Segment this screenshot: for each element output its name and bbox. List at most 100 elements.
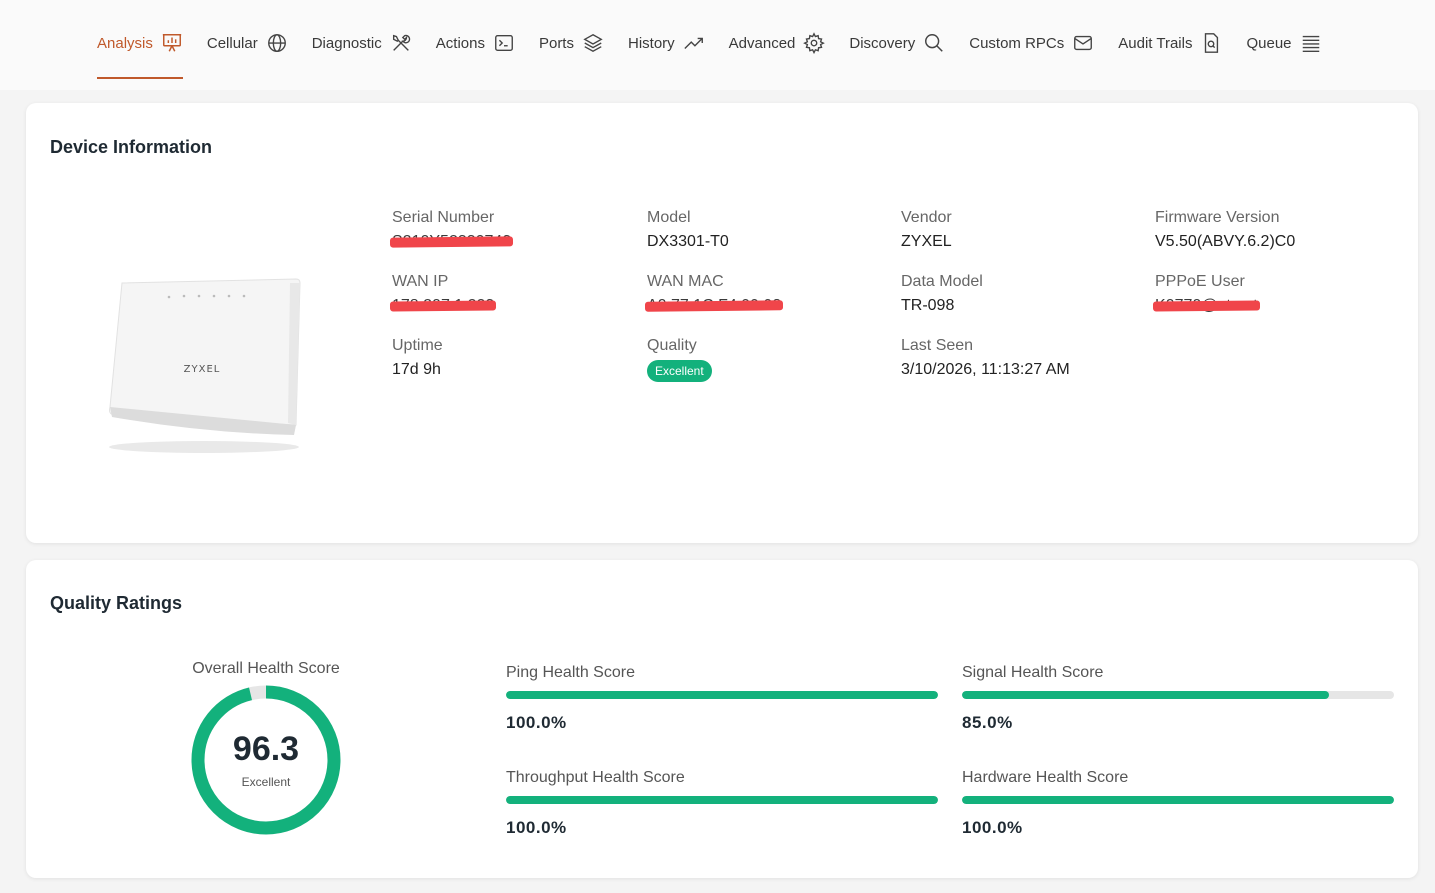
tab-label: Queue bbox=[1246, 34, 1292, 52]
pppoe-user-field: PPPoE User K0770@ut.net bbox=[1155, 272, 1395, 316]
tab-label: Cellular bbox=[206, 34, 258, 52]
progress-bar bbox=[962, 796, 1394, 804]
progress-bar bbox=[962, 691, 1394, 699]
gauge-ring: 96.3 Excellent bbox=[190, 684, 342, 836]
progress-bar bbox=[506, 691, 938, 699]
router-image: ZYXEL bbox=[109, 278, 301, 453]
tab-label: Analysis bbox=[97, 34, 153, 52]
tab-ports[interactable]: Ports bbox=[539, 28, 604, 58]
tab-list: Analysis Cellular Diagnostic Actions Por… bbox=[97, 28, 1346, 79]
field-value: ZYXEL bbox=[901, 233, 952, 250]
last-seen-field: Last Seen 3/10/2026, 11:13:27 AM bbox=[901, 336, 1141, 380]
progress-bar bbox=[506, 796, 938, 804]
tab-analysis[interactable]: Analysis bbox=[97, 28, 183, 79]
device-information-card: Device Information ZYXEL Serial Number S… bbox=[26, 103, 1418, 543]
metric-label: Throughput Health Score bbox=[506, 769, 685, 786]
field-value: V5.50(ABVY.6.2)C0 bbox=[1155, 233, 1296, 250]
field-value-redacted: A0:77:1C:F4:99:98 bbox=[647, 297, 782, 314]
terminal-icon bbox=[495, 34, 513, 52]
envelope-icon bbox=[1074, 35, 1093, 51]
tab-advanced[interactable]: Advanced bbox=[729, 28, 826, 58]
tab-label: Custom RPCs bbox=[969, 34, 1065, 52]
presentation-chart-icon bbox=[162, 34, 182, 52]
field-value: TR-098 bbox=[901, 297, 955, 314]
field-label: Firmware Version bbox=[1155, 209, 1280, 226]
gear-icon bbox=[803, 32, 826, 54]
progress-fill bbox=[506, 691, 938, 699]
quality-field: Quality Excellent bbox=[647, 336, 887, 382]
uptime-field: Uptime 17d 9h bbox=[392, 336, 632, 380]
gauge-title: Overall Health Score bbox=[192, 660, 340, 677]
wan-ip-field: WAN IP 178.207.1.223 bbox=[392, 272, 632, 316]
metric-value: 85.0% bbox=[962, 713, 1013, 732]
tab-label: Audit Trails bbox=[1118, 34, 1193, 52]
wan-mac-field: WAN MAC A0:77:1C:F4:99:98 bbox=[647, 272, 887, 316]
field-label: Vendor bbox=[901, 209, 952, 226]
vendor-field: Vendor ZYXEL bbox=[901, 208, 1141, 252]
trend-up-icon bbox=[684, 37, 703, 49]
ping-health-metric: Ping Health Score 100.0% bbox=[506, 663, 938, 733]
search-icon bbox=[925, 34, 944, 52]
field-label: Quality bbox=[647, 337, 697, 354]
tab-label: History bbox=[627, 34, 675, 52]
progress-fill bbox=[962, 691, 1330, 699]
serial-number-field: Serial Number S210Y52330743 bbox=[392, 208, 632, 252]
tab-discovery[interactable]: Discovery bbox=[849, 28, 945, 58]
model-field: Model DX3301-T0 bbox=[647, 208, 887, 252]
router-brand-text: ZYXEL bbox=[184, 364, 221, 375]
throughput-health-metric: Throughput Health Score 100.0% bbox=[506, 768, 938, 838]
field-label: WAN IP bbox=[392, 273, 449, 290]
gauge-value: 96.3 bbox=[232, 730, 300, 768]
field-label: PPPoE User bbox=[1155, 273, 1245, 290]
tab-label: Actions bbox=[435, 34, 485, 52]
field-value-redacted: K0770@ut.net bbox=[1155, 297, 1258, 314]
field-value: 17d 9h bbox=[392, 361, 441, 378]
field-label: WAN MAC bbox=[647, 273, 724, 290]
tab-diagnostic[interactable]: Diagnostic bbox=[312, 28, 412, 58]
globe-icon bbox=[267, 34, 286, 52]
metric-label: Signal Health Score bbox=[962, 664, 1104, 681]
gauge-rating: Excellent bbox=[241, 775, 291, 789]
tab-label: Discovery bbox=[849, 34, 916, 52]
overall-health-gauge: Overall Health Score 96.3 Excellent bbox=[176, 660, 356, 836]
field-value-redacted: S210Y52330743 bbox=[392, 233, 512, 250]
tab-custom-rpcs[interactable]: Custom RPCs bbox=[969, 28, 1094, 58]
field-label: Serial Number bbox=[392, 209, 495, 226]
layers-icon bbox=[583, 33, 603, 53]
card-title: Quality Ratings bbox=[50, 593, 183, 613]
tab-bar: Analysis Cellular Diagnostic Actions Por… bbox=[0, 0, 1435, 90]
tab-audit-trails[interactable]: Audit Trails bbox=[1118, 28, 1222, 58]
field-value: 3/10/2026, 11:13:27 AM bbox=[901, 361, 1070, 378]
tools-icon bbox=[392, 34, 410, 51]
tab-label: Diagnostic bbox=[311, 34, 382, 52]
tab-label: Advanced bbox=[728, 34, 796, 52]
field-value: DX3301-T0 bbox=[647, 233, 729, 250]
field-value-redacted: 178.207.1.223 bbox=[392, 297, 495, 314]
list-icon bbox=[1302, 35, 1319, 52]
quality-status-badge: Excellent bbox=[647, 360, 712, 382]
progress-fill bbox=[506, 796, 938, 804]
metric-value: 100.0% bbox=[962, 818, 1023, 837]
signal-health-metric: Signal Health Score 85.0% bbox=[962, 663, 1394, 733]
progress-fill bbox=[962, 796, 1394, 804]
firmware-version-field: Firmware Version V5.50(ABVY.6.2)C0 bbox=[1155, 208, 1395, 252]
card-title: Device Information bbox=[50, 137, 213, 157]
field-label: Uptime bbox=[392, 337, 443, 354]
tab-queue[interactable]: Queue bbox=[1246, 28, 1321, 58]
data-model-field: Data Model TR-098 bbox=[901, 272, 1141, 316]
field-label: Data Model bbox=[901, 273, 983, 290]
quality-ratings-card: Quality Ratings Overall Health Score 96.… bbox=[26, 560, 1418, 878]
metric-value: 100.0% bbox=[506, 818, 567, 837]
gauge-arc bbox=[191, 685, 341, 835]
tab-actions[interactable]: Actions bbox=[436, 28, 515, 58]
metric-label: Hardware Health Score bbox=[962, 769, 1129, 786]
tab-label: Ports bbox=[538, 34, 574, 52]
metric-label: Ping Health Score bbox=[506, 664, 635, 681]
field-label: Model bbox=[647, 209, 691, 226]
tab-cellular[interactable]: Cellular bbox=[207, 28, 288, 58]
hardware-health-metric: Hardware Health Score 100.0% bbox=[962, 768, 1394, 838]
field-label: Last Seen bbox=[901, 337, 974, 354]
tab-history[interactable]: History bbox=[628, 28, 705, 58]
document-search-icon bbox=[1205, 33, 1219, 53]
metric-value: 100.0% bbox=[506, 713, 567, 732]
